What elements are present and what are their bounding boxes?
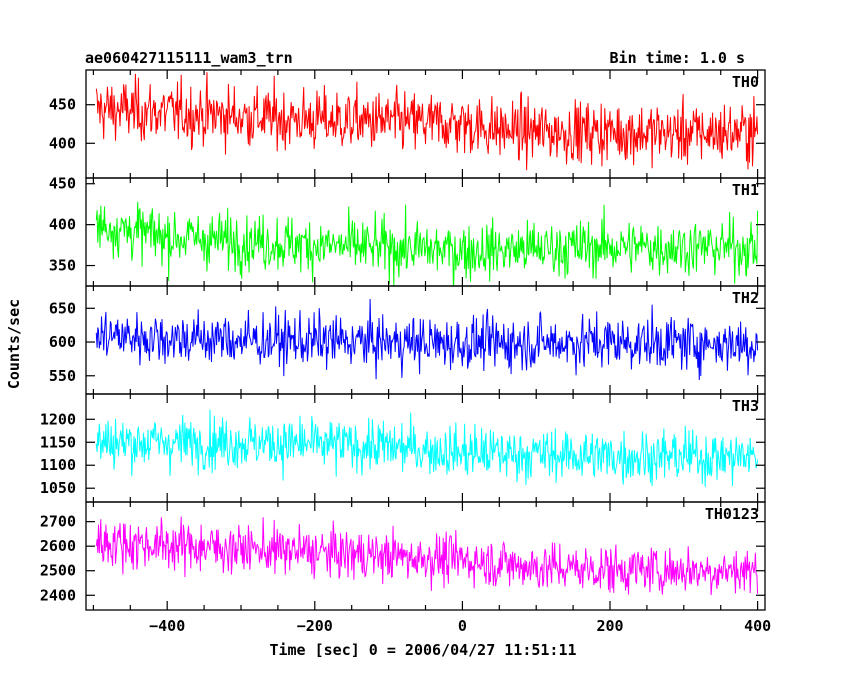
y-tick-label: 1050 (40, 479, 76, 497)
bin-time-label: Bin time: 1.0 s (610, 49, 745, 67)
x-tick-label: −400 (149, 617, 185, 635)
panel-th1: 350 400 450 TH1 (49, 175, 766, 287)
y-tick-label: 450 (49, 96, 76, 114)
x-axis-label: Time [sec] 0 = 2006/04/27 11:51:11 (269, 641, 576, 659)
series-line-th0123 (95, 516, 759, 596)
x-tick-label: 200 (596, 617, 623, 635)
chart-title: ae060427115111_wam3_trn (85, 49, 293, 67)
y-tick-label: 650 (49, 299, 76, 317)
panel-label: TH0 (732, 73, 759, 91)
y-tick-label: 550 (49, 367, 76, 385)
series-line-th1 (95, 201, 759, 286)
series-line-th3 (95, 409, 759, 487)
y-axis-label: Counts/sec (5, 299, 23, 389)
panels: 400 450 TH0 350 400 450 TH1 550 600 650 TH2 1050 110… (40, 69, 771, 635)
y-tick-label: 2400 (40, 586, 76, 604)
panel-label: TH1 (732, 181, 759, 199)
series-line-th2 (95, 298, 759, 381)
panel-th0123: 2400 2500 2600 2700 TH0123 (40, 501, 766, 611)
y-tick-label: 400 (49, 216, 76, 234)
y-tick-label: 1200 (40, 410, 76, 428)
y-tick-label: 2500 (40, 562, 76, 580)
y-tick-label: 1100 (40, 456, 76, 474)
y-tick-label: 2700 (40, 513, 76, 531)
x-tick-label: 0 (458, 617, 467, 635)
series-line-th0 (95, 72, 759, 171)
panel-th3: 1050 1100 1150 1200 TH3 (40, 393, 766, 503)
y-tick-label: 1150 (40, 433, 76, 451)
x-tick-label: 400 (744, 617, 771, 635)
y-tick-label: 450 (49, 175, 76, 193)
y-tick-label: 400 (49, 134, 76, 152)
y-tick-label: 600 (49, 333, 76, 351)
panel-label: TH2 (732, 289, 759, 307)
x-tick-label: −200 (297, 617, 333, 635)
y-tick-label: 350 (49, 257, 76, 275)
panel-label: TH3 (732, 397, 759, 415)
y-tick-label: 2600 (40, 537, 76, 555)
panel-label: TH0123 (705, 505, 759, 523)
